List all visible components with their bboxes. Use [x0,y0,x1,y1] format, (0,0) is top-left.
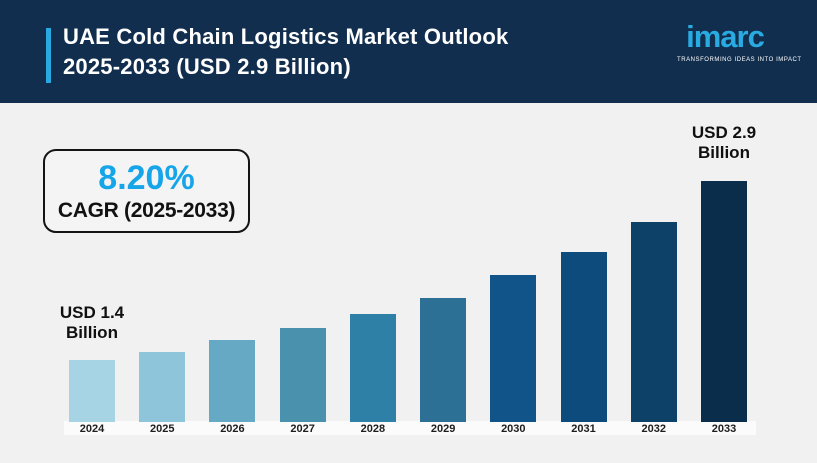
cagr-badge: 8.20% CAGR (2025-2033) [43,149,250,233]
year-label-2025: 2025 [149,423,175,435]
year-label-2033: 2033 [711,423,737,435]
year-label-2024: 2024 [79,423,105,435]
title-accent-bar [46,28,51,83]
year-label-2030: 2030 [501,423,526,435]
value-label-2024-line1: USD 1.4 [59,303,125,322]
bar-2026 [209,340,256,422]
year-label-2026: 2026 [220,423,245,435]
imarc-logo: imarc TRANSFORMING IDEAS INTO IMPACT [677,19,802,64]
value-label-2024: USD 1.4 Billion [32,303,152,343]
year-labels: 2024 2025 2026 2027 2028 2029 2030 2031 2032 2033 [69,423,747,435]
cagr-label: CAGR (2025-2033) [57,198,236,222]
year-label-2028: 2028 [360,423,386,435]
bar-2029 [420,298,467,422]
header: UAE Cold Chain Logistics Market Outlook … [0,0,817,103]
value-label-2033-line2: Billion [698,143,750,162]
bar-2032 [630,222,677,422]
bar-2027 [279,328,326,422]
year-label-2032: 2032 [641,423,666,435]
bar-2030 [490,275,537,422]
bars [69,0,747,422]
bar-2033 [700,181,747,422]
cagr-value: 8.20% [98,158,195,197]
value-label-2033-line1: USD 2.9 [691,123,757,142]
bar-2031 [560,252,607,422]
title-line-1: UAE Cold Chain Logistics Market Outlook [63,23,509,49]
value-label-2024-line2: Billion [66,323,118,342]
x-axis-strip [64,421,756,435]
imarc-logo-wordmark: imarc [686,19,765,54]
value-label-2033: USD 2.9 Billion [664,123,784,163]
bar-2028 [349,314,396,422]
year-label-2029: 2029 [430,423,456,435]
page-title: UAE Cold Chain Logistics Market Outlook … [63,0,508,103]
year-label-2031: 2031 [571,423,596,435]
bar-2024 [69,360,115,422]
title-line-2: 2025-2033 (USD 2.9 Billion) [63,53,351,79]
bar-2025 [139,352,186,422]
imarc-logo-tagline: TRANSFORMING IDEAS INTO IMPACT [677,57,802,63]
year-label-2027: 2027 [290,423,315,435]
